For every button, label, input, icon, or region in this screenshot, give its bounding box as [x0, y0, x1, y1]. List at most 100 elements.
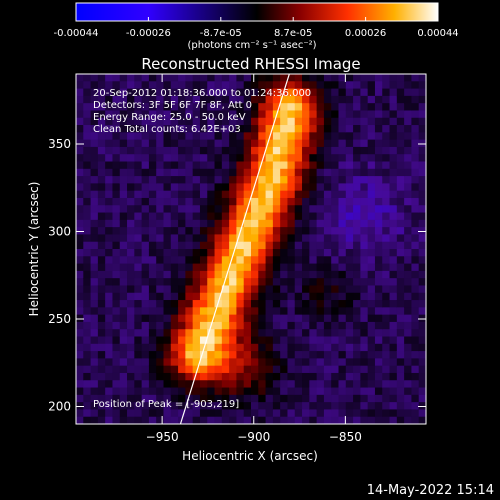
heatmap-cell: [127, 161, 135, 170]
heatmap-cell: [374, 183, 383, 192]
heatmap-cell: [119, 402, 128, 411]
heatmap-cell: [214, 176, 223, 184]
heatmap-cell: [411, 197, 420, 206]
heatmap-cell: [221, 74, 230, 82]
heatmap-cell: [199, 249, 208, 257]
heatmap-cell: [287, 372, 296, 381]
heatmap-cell: [251, 132, 259, 141]
heatmap-cell: [280, 314, 289, 323]
heatmap-cell: [360, 183, 369, 192]
heatmap-cell: [105, 154, 114, 163]
heatmap-cell: [331, 117, 340, 126]
heatmap-cell: [134, 205, 143, 214]
heatmap-cell: [207, 372, 216, 381]
heatmap-cell: [105, 161, 114, 170]
heatmap-cell: [105, 81, 114, 90]
heatmap-cell: [214, 103, 223, 112]
x-tick-label: −850: [329, 430, 362, 444]
heatmap-cell: [382, 343, 391, 352]
heatmap-cell: [302, 234, 310, 243]
heatmap-cell: [76, 241, 84, 250]
heatmap-cell: [272, 205, 281, 214]
heatmap-cell: [302, 365, 310, 374]
rhessi-image: [76, 74, 426, 424]
heatmap-cell: [214, 256, 223, 265]
heatmap-cell: [367, 161, 376, 170]
heatmap-cell: [418, 88, 426, 97]
heatmap-cell: [323, 205, 332, 214]
heatmap-cell: [236, 365, 245, 374]
heatmap-cell: [148, 161, 157, 170]
heatmap-cell: [396, 285, 405, 294]
heatmap-cell: [221, 154, 230, 163]
heatmap-cell: [229, 205, 238, 214]
annotation-detectors: Detectors: 3F 5F 6F 7F 8F, Att 0: [93, 100, 252, 111]
heatmap-cell: [302, 329, 310, 338]
heatmap-cell: [141, 285, 150, 294]
heatmap-cell: [258, 103, 267, 112]
heatmap-cell: [112, 365, 121, 374]
heatmap-cell: [309, 103, 318, 112]
heatmap-cell: [323, 416, 332, 424]
heatmap-cell: [105, 409, 114, 418]
heatmap-cell: [163, 154, 172, 163]
heatmap-cell: [338, 197, 347, 206]
heatmap-cell: [105, 234, 114, 243]
heatmap-cell: [214, 125, 223, 133]
heatmap-cell: [404, 300, 413, 308]
heatmap-cell: [192, 278, 201, 287]
heatmap-cell: [382, 205, 391, 214]
heatmap-cell: [112, 409, 121, 418]
heatmap-cell: [178, 358, 186, 367]
heatmap-cell: [156, 88, 165, 97]
heatmap-cell: [382, 394, 391, 403]
heatmap-cell: [331, 321, 340, 330]
heatmap-cell: [199, 132, 208, 141]
heatmap-cell: [90, 300, 99, 308]
heatmap-cell: [360, 95, 369, 104]
heatmap-cell: [374, 81, 383, 90]
heatmap-cell: [265, 88, 274, 97]
heatmap-cell: [323, 125, 332, 133]
heatmap-cell: [127, 321, 135, 330]
heatmap-cell: [345, 307, 354, 316]
heatmap-cell: [243, 314, 252, 323]
heatmap-cell: [229, 380, 238, 389]
heatmap-cell: [382, 249, 391, 257]
heatmap-cell: [323, 74, 332, 82]
heatmap-cell: [382, 176, 391, 184]
heatmap-cell: [229, 219, 238, 228]
heatmap-cell: [148, 336, 157, 345]
heatmap-cell: [207, 241, 216, 250]
heatmap-cell: [265, 358, 274, 367]
heatmap-cell: [185, 74, 194, 82]
heatmap-cell: [119, 336, 128, 345]
heatmap-cell: [76, 103, 84, 112]
heatmap-cell: [127, 394, 135, 403]
heatmap-cell: [287, 154, 296, 163]
heatmap-cell: [90, 219, 99, 228]
heatmap-cell: [119, 365, 128, 374]
heatmap-cell: [418, 197, 426, 206]
heatmap-cell: [163, 103, 172, 112]
heatmap-cell: [404, 132, 413, 141]
heatmap-cell: [199, 176, 208, 184]
heatmap-cell: [287, 95, 296, 104]
heatmap-cell: [185, 372, 194, 381]
heatmap-cell: [207, 314, 216, 323]
heatmap-cell: [112, 146, 121, 155]
heatmap-cell: [389, 183, 398, 192]
heatmap-cell: [192, 394, 201, 403]
heatmap-cell: [302, 95, 310, 104]
heatmap-cell: [199, 321, 208, 330]
heatmap-cell: [156, 402, 165, 411]
heatmap-cell: [331, 263, 340, 272]
heatmap-cell: [258, 212, 267, 221]
heatmap-cell: [323, 372, 332, 381]
heatmap-cell: [134, 74, 143, 82]
heatmap-cell: [316, 285, 325, 294]
heatmap-cell: [170, 227, 179, 236]
heatmap-cell: [170, 365, 179, 374]
heatmap-cell: [382, 372, 391, 381]
heatmap-cell: [199, 358, 208, 367]
